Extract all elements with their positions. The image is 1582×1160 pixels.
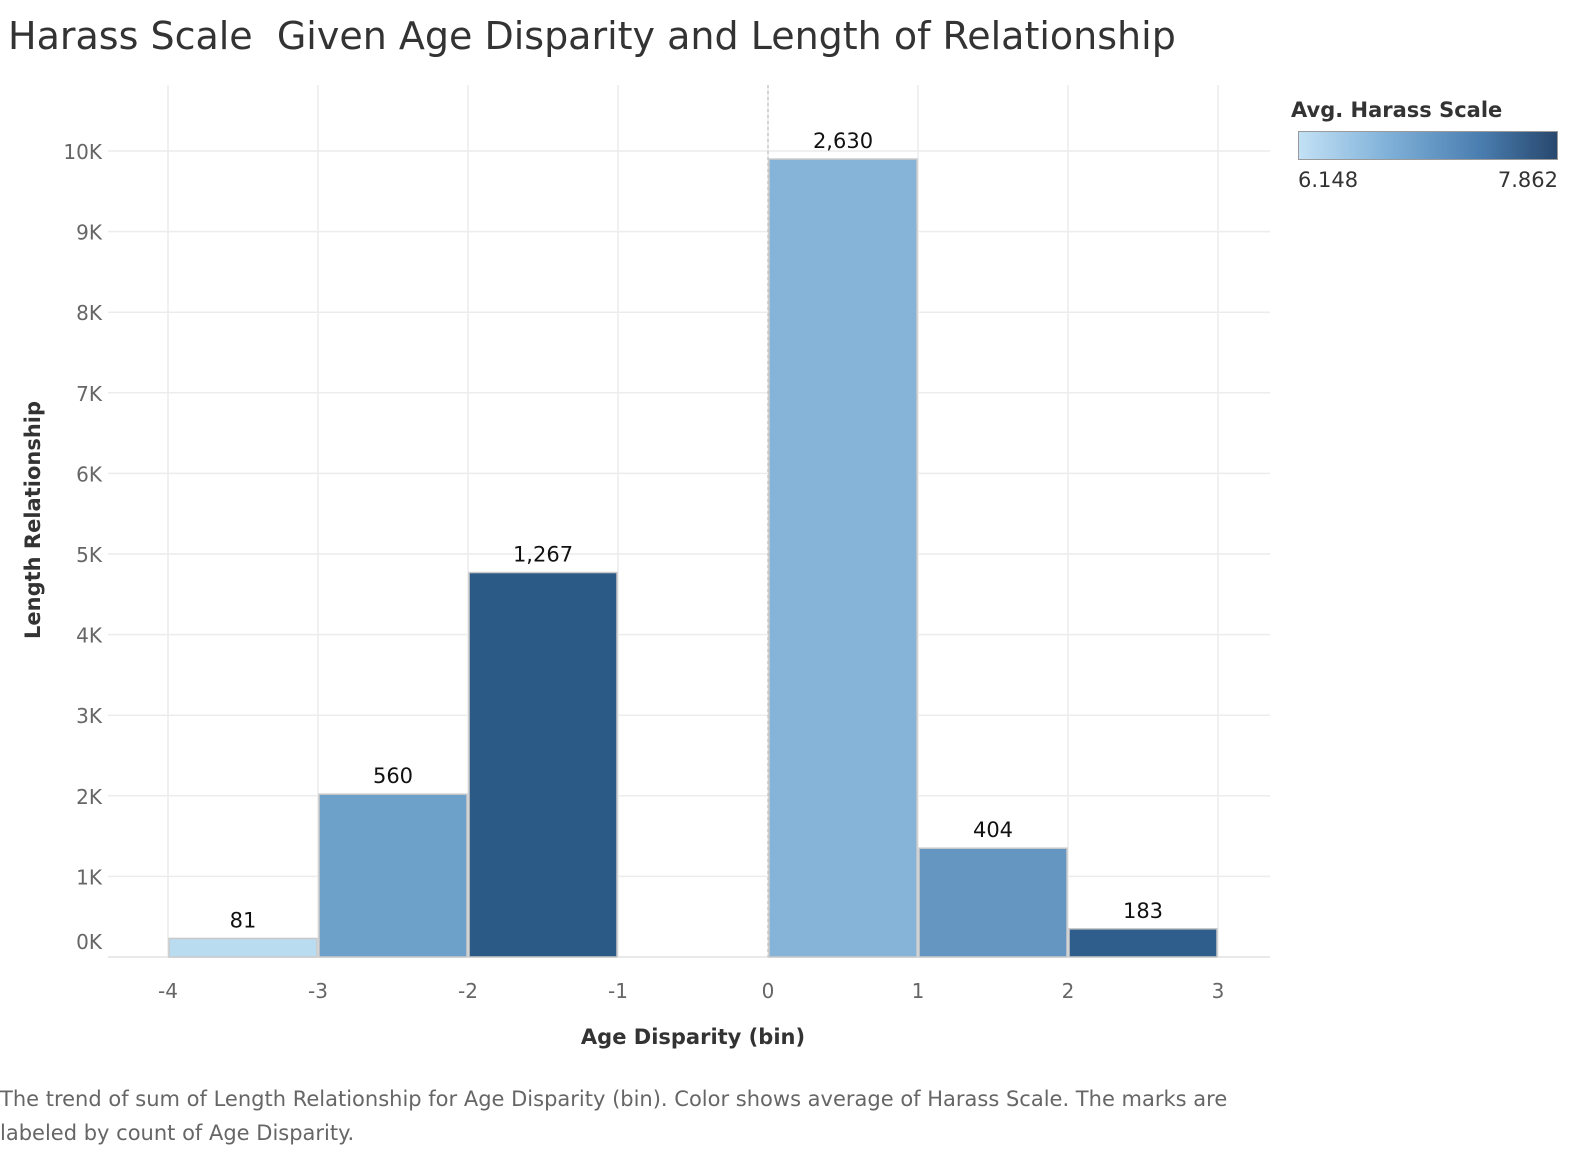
bar-value-label: 404 (973, 818, 1013, 842)
chart-caption: The trend of sum of Length Relationship … (0, 1087, 1228, 1145)
gridlines (108, 85, 1270, 958)
legend-title: Avg. Harass Scale (1291, 98, 1503, 122)
y-tick-label: 5K (76, 543, 103, 567)
y-tick-label: 6K (76, 462, 103, 486)
bar-value-label: 560 (373, 764, 413, 788)
x-tick-label: 1 (912, 979, 925, 1003)
x-tick-label: 0 (762, 979, 775, 1003)
x-tick-label: -1 (608, 979, 628, 1003)
legend-max-value: 7.862 (1497, 168, 1558, 192)
legend-min-value: 6.148 (1298, 168, 1359, 192)
y-tick-label: 7K (76, 382, 103, 406)
x-axis-ticks: -4 -3 -2 -1 0 1 2 3 (158, 979, 1224, 1003)
bar (768, 158, 918, 958)
bar-labels: 81 560 1,267 2,630 404 183 (230, 129, 1163, 932)
bar-value-label: 1,267 (513, 543, 573, 567)
y-tick-label: 1K (76, 865, 103, 889)
y-axis-ticks: 0K 1K 2K 3K 4K 5K 6K 7K 8K 9K 10K (63, 140, 102, 954)
bars (168, 158, 1218, 958)
x-tick-label: -4 (158, 979, 178, 1003)
bar-value-label: 183 (1123, 899, 1163, 923)
y-tick-label: 3K (76, 704, 103, 728)
y-tick-label: 9K (76, 221, 103, 245)
y-tick-label: 0K (76, 930, 103, 954)
bar (318, 793, 468, 958)
chart-title: Harass Scale Given Age Disparity and Len… (8, 14, 1176, 58)
x-tick-label: 2 (1062, 979, 1075, 1003)
y-tick-label: 8K (76, 301, 103, 325)
x-tick-label: -2 (458, 979, 478, 1003)
y-axis-title: Length Relationship (21, 401, 45, 639)
x-tick-label: 3 (1212, 979, 1225, 1003)
x-tick-label: -3 (308, 979, 328, 1003)
bar (168, 937, 318, 958)
x-axis-title: Age Disparity (bin) (581, 1025, 805, 1049)
legend-color-ramp (1298, 131, 1558, 160)
bar (468, 571, 618, 958)
bar (918, 847, 1068, 958)
y-tick-label: 2K (76, 785, 103, 809)
y-tick-label: 10K (63, 140, 102, 164)
y-tick-label: 4K (76, 624, 103, 648)
bar-value-label: 2,630 (813, 129, 873, 153)
bar (1068, 928, 1218, 958)
bar-value-label: 81 (230, 908, 257, 932)
